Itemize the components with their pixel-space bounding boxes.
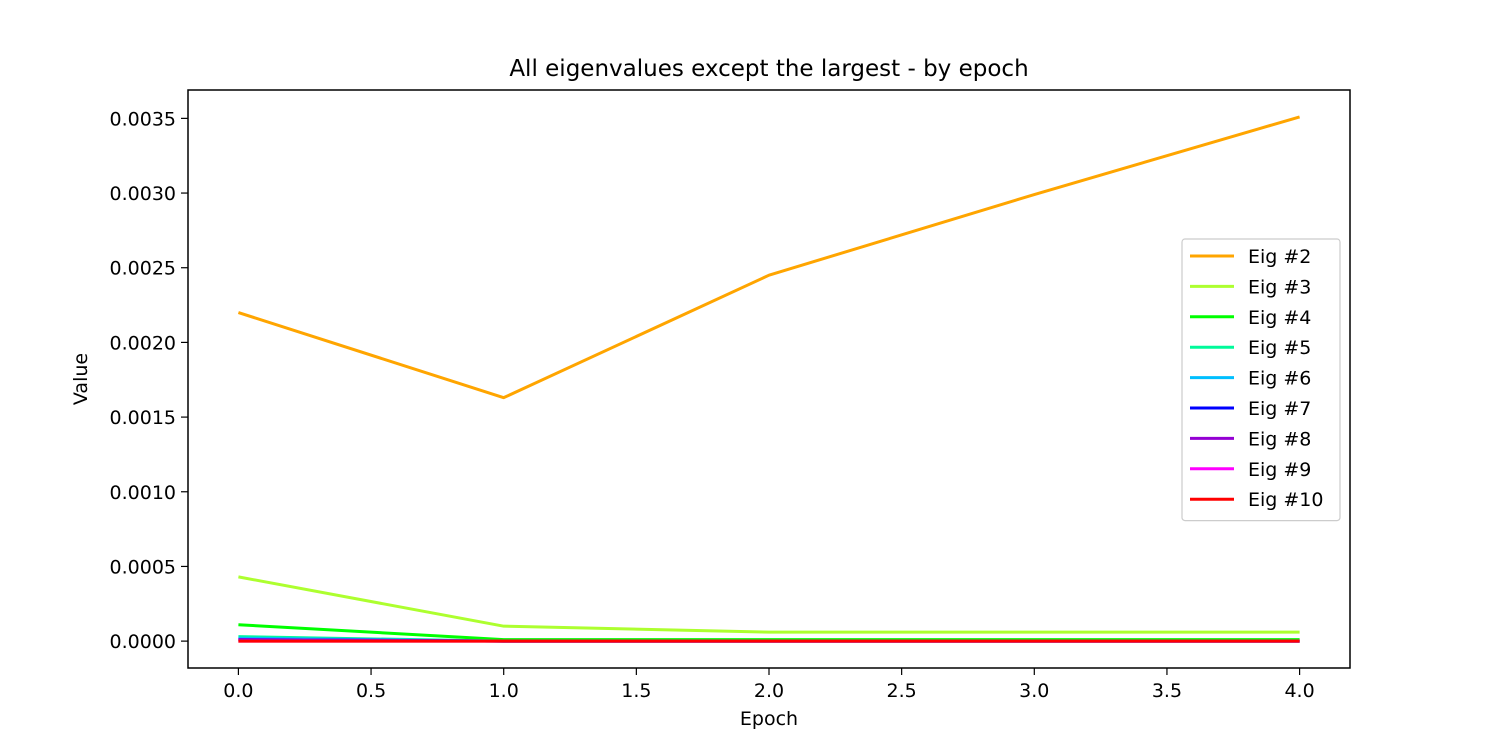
- series-line-2: [237, 115, 1301, 400]
- series-layer: [237, 115, 1301, 643]
- y-tick-label: 0.0025: [110, 258, 176, 280]
- x-axis-title: Epoch: [740, 708, 798, 730]
- y-axis: 0.0000 0.0005 0.0010 0.0015 0.0020 0.0025 0.00…: [110, 108, 188, 653]
- y-tick-label: 0.0035: [110, 108, 176, 130]
- legend-label: Eig #3: [1248, 276, 1311, 298]
- legend-box: [1181, 238, 1341, 522]
- y-tick-label: 0.0005: [110, 556, 176, 578]
- x-axis: 0.0 0.5 1.0 1.5 2.0 2.5 3.0 3.5 4.0: [223, 668, 1315, 702]
- x-tick-label: 0.5: [356, 680, 386, 702]
- y-tick-label: 0.0030: [110, 183, 176, 205]
- legend-label: Eig #8: [1248, 428, 1311, 450]
- series-line-3: [238, 575, 1300, 634]
- x-tick-label: 4.0: [1284, 680, 1314, 702]
- chart-title: All eigenvalues except the largest - by …: [509, 56, 1028, 82]
- y-tick-label: 0.0020: [110, 332, 176, 354]
- x-tick-label: 0.0: [223, 680, 253, 702]
- x-tick-label: 1.0: [489, 680, 519, 702]
- x-tick-label: 1.5: [621, 680, 651, 702]
- y-tick-label: 0.0015: [110, 407, 176, 429]
- legend: Eig #2 Eig #3 Eig #4 Eig #5 Eig #6 Eig #7 Eig …: [1181, 238, 1341, 522]
- legend-label: Eig #4: [1248, 307, 1311, 329]
- x-tick-label: 3.5: [1152, 680, 1182, 702]
- x-tick-label: 2.0: [754, 680, 784, 702]
- x-tick-label: 2.5: [887, 680, 917, 702]
- legend-label: Eig #6: [1248, 368, 1311, 390]
- legend-label: Eig #2: [1248, 246, 1311, 268]
- legend-label: Eig #5: [1248, 337, 1311, 359]
- y-tick-label: 0.0010: [110, 482, 176, 504]
- x-tick-label: 3.0: [1019, 680, 1049, 702]
- plot-area-frame: [187, 89, 1351, 669]
- y-tick-label: 0.0000: [110, 631, 176, 653]
- legend-label: Eig #10: [1248, 489, 1323, 511]
- legend-label: Eig #7: [1248, 398, 1311, 420]
- y-axis-title: Value: [70, 353, 92, 405]
- legend-label: Eig #9: [1248, 459, 1311, 481]
